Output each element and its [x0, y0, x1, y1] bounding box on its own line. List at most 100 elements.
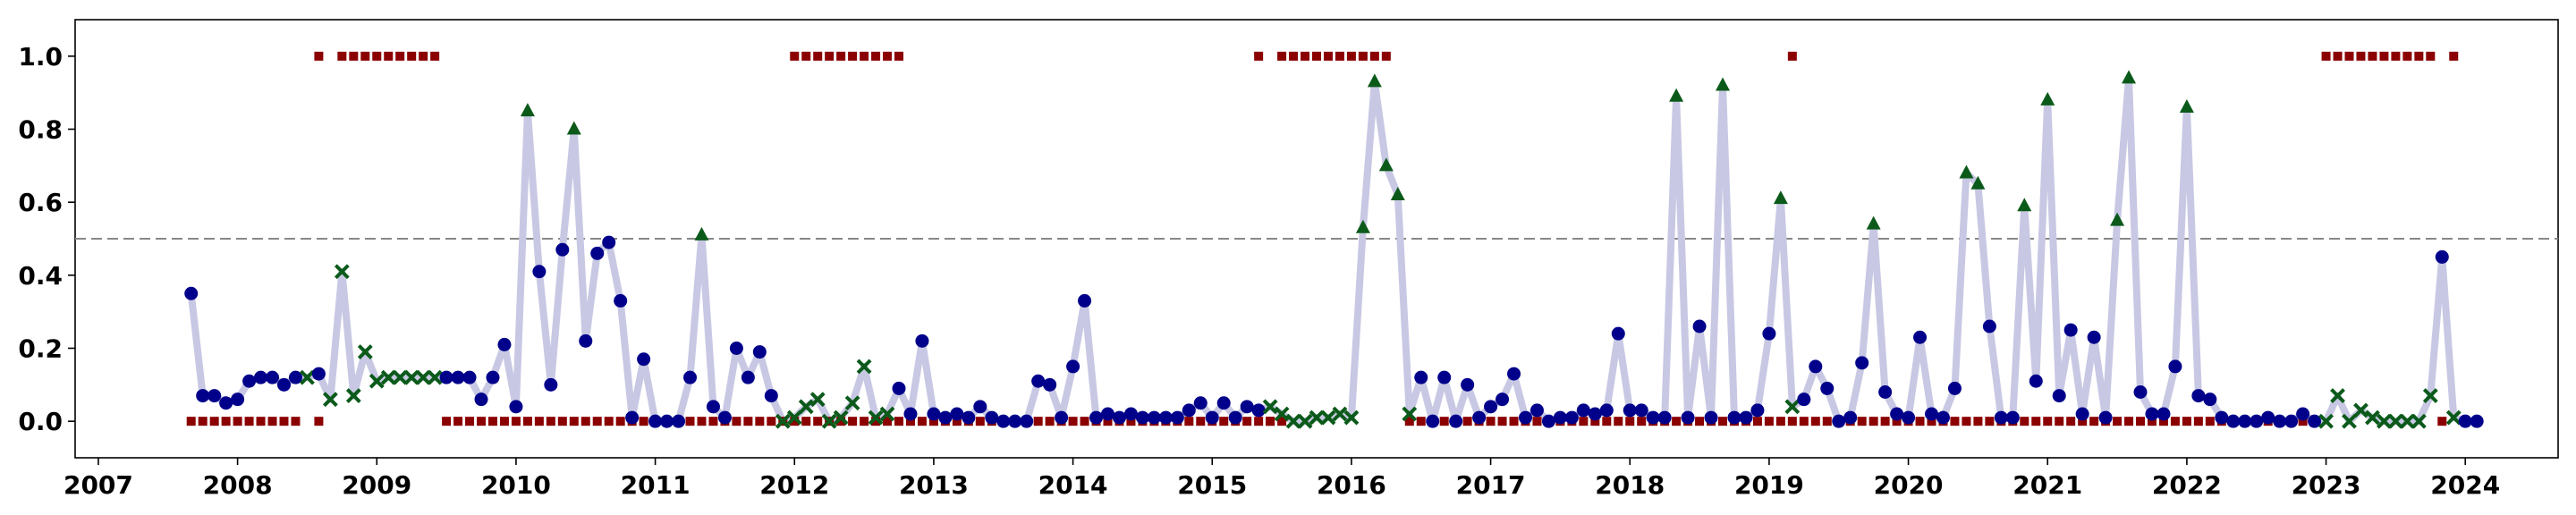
data-point [2458, 414, 2472, 428]
flag-marker [801, 417, 811, 426]
flag-marker [499, 417, 509, 426]
data-point [231, 393, 245, 407]
flag-marker [1532, 417, 1542, 426]
data-point [2098, 410, 2113, 425]
above-threshold-point [1367, 73, 1382, 88]
data-point [288, 370, 302, 384]
data-point [962, 410, 976, 425]
flag-marker [848, 51, 858, 61]
data-point [1170, 410, 1184, 425]
x-tick-label: 2009 [342, 470, 411, 500]
data-point [1704, 410, 1718, 425]
data-point [1228, 410, 1242, 425]
flag-marker [1103, 417, 1113, 426]
flag-marker [952, 417, 962, 426]
x-tick-label: 2013 [899, 470, 969, 500]
cross-point [1343, 409, 1360, 426]
data-point [1843, 410, 1858, 425]
cross-point [2422, 388, 2438, 403]
flag-marker [2333, 51, 2343, 61]
cross-stroke [2399, 413, 2415, 429]
cross-stroke [798, 399, 814, 415]
data-point [1216, 396, 1231, 410]
cross-stroke [392, 369, 408, 385]
cross-stroke [2411, 413, 2427, 429]
flag-marker [1614, 417, 1623, 426]
data-point [1797, 393, 1811, 407]
flag-marker [1486, 417, 1496, 426]
x-tick-label: 2007 [64, 470, 133, 500]
flag-marker [905, 417, 915, 426]
x-tick-label: 2020 [1874, 470, 1944, 500]
flag-marker [1033, 417, 1043, 426]
flag-marker [291, 417, 301, 426]
data-point [764, 389, 778, 403]
flag-marker [2043, 417, 2053, 426]
cross-point [786, 409, 802, 426]
data-point [1994, 410, 2008, 425]
data-point [1507, 367, 1521, 381]
data-point [1750, 403, 1765, 418]
data-point [1878, 385, 1893, 399]
flag-marker [836, 51, 846, 61]
data-point [1043, 377, 1057, 392]
cross-stroke [1285, 413, 1301, 429]
flag-marker [708, 417, 718, 426]
data-point [2075, 407, 2089, 421]
flag-marker [871, 417, 881, 426]
data-point [1692, 319, 1707, 333]
flag-marker [1590, 417, 1600, 426]
data-point [1762, 326, 1776, 341]
flag-marker [883, 417, 893, 426]
x-tick-label: 2014 [1038, 470, 1108, 500]
flag-marker [1254, 51, 1264, 61]
flag-marker [1312, 51, 1321, 61]
flag-marker [1950, 417, 1960, 426]
flag-marker [1381, 51, 1391, 61]
above-threshold-point [2040, 91, 2055, 106]
data-point [579, 333, 593, 348]
cross-point [1332, 406, 1348, 422]
flag-marker [1985, 417, 1995, 426]
x-tick-label: 2016 [1317, 470, 1386, 500]
cross-stroke [844, 395, 860, 411]
cross-stroke [809, 392, 826, 408]
cross-point [2387, 413, 2403, 429]
cross-stroke [2365, 409, 2380, 426]
flag-marker [1277, 417, 1287, 426]
data-point [1727, 410, 1741, 425]
x-axis: 2007 2008 2009 2010 2011 2012 2013 2014 2015 2016… [64, 458, 2500, 500]
flag-marker [186, 417, 196, 426]
data-point [648, 414, 663, 428]
flag-marker [1868, 417, 1878, 426]
data-point [1947, 381, 1962, 395]
cross-stroke [2318, 413, 2334, 429]
flag-marker [2391, 51, 2401, 61]
cross-stroke [786, 409, 802, 426]
y-tick-label: 1.0 [18, 42, 63, 72]
flag-marker [407, 51, 417, 61]
data-point [439, 370, 453, 384]
cross-stroke [1262, 399, 1278, 415]
data-point [2296, 407, 2310, 421]
flag-marker [592, 417, 602, 426]
flag-marker [1718, 417, 1728, 426]
data-point [1031, 374, 1046, 388]
data-point [1739, 410, 1753, 425]
cross-stroke [1402, 406, 1418, 422]
data-point [2435, 249, 2449, 264]
flag-marker [1196, 417, 1206, 426]
cross-stroke [1320, 409, 1336, 426]
flag-marker [2205, 417, 2215, 426]
data-point [1611, 326, 1625, 341]
data-point [1982, 319, 1996, 333]
cross-point [879, 406, 895, 422]
data-point [950, 407, 964, 421]
data-point [2203, 393, 2217, 407]
data-point [2284, 414, 2299, 428]
cross-stroke [1309, 409, 1325, 426]
flag-marker [848, 417, 858, 426]
cross-stroke [2387, 413, 2403, 429]
data-point [602, 235, 616, 249]
